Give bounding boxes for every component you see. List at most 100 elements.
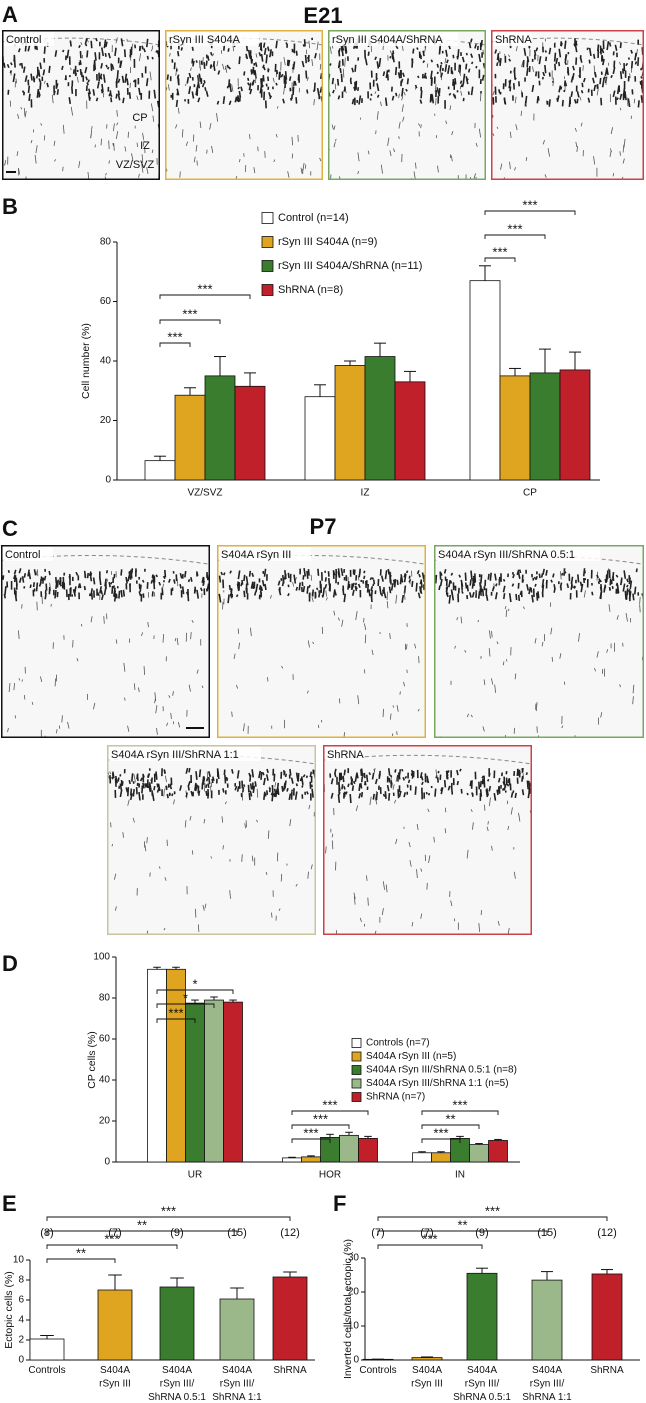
cell <box>367 897 369 906</box>
bracket-line <box>484 234 546 239</box>
cell <box>243 574 246 582</box>
cell <box>28 572 32 580</box>
cell <box>145 38 149 48</box>
cell <box>537 591 540 599</box>
image-label: ShRNA <box>495 34 532 46</box>
x-tick-label: S404A rSyn III/ShRNA 0.5:1 <box>148 1365 206 1403</box>
cell <box>216 60 219 67</box>
cell <box>481 588 485 597</box>
cell <box>186 76 190 84</box>
cell <box>179 785 183 791</box>
cell <box>513 69 516 79</box>
cell <box>452 93 456 98</box>
cell <box>243 590 246 598</box>
cell <box>255 583 259 593</box>
cell <box>78 583 82 589</box>
legend-swatch <box>351 1065 362 1075</box>
cell <box>116 110 118 117</box>
cell <box>113 123 115 132</box>
cell <box>134 933 136 935</box>
cell <box>514 673 517 680</box>
cell <box>210 856 212 859</box>
cell <box>7 727 9 733</box>
cell <box>86 50 89 58</box>
cell <box>380 575 384 582</box>
cell <box>143 666 145 675</box>
cell <box>578 632 580 642</box>
cell <box>466 792 469 796</box>
cell <box>71 86 74 94</box>
cell <box>119 789 123 798</box>
cell <box>313 82 316 92</box>
cell <box>35 145 38 154</box>
image-bg <box>491 30 644 180</box>
cell <box>593 156 595 165</box>
cell <box>450 155 453 162</box>
cell <box>640 95 644 103</box>
cell <box>389 777 392 784</box>
x-tick-label: IN <box>455 1170 465 1181</box>
y-tick-label: 0 <box>104 1157 110 1168</box>
cell <box>581 82 584 88</box>
cell <box>616 97 619 101</box>
cell <box>302 585 306 593</box>
cell <box>204 87 207 92</box>
cell <box>124 146 127 152</box>
cell <box>238 56 241 65</box>
cell <box>111 776 114 780</box>
x-tick-line: ShRNA 1:1 <box>522 1392 572 1403</box>
cell <box>500 163 503 170</box>
cell <box>141 164 144 173</box>
cell <box>520 110 523 116</box>
cell <box>190 67 192 71</box>
cell <box>53 90 56 96</box>
cell <box>593 84 597 92</box>
cell <box>370 589 373 599</box>
cell <box>308 40 311 49</box>
cell <box>427 792 431 796</box>
cell <box>165 785 168 789</box>
cell <box>508 593 512 603</box>
cell <box>559 653 562 659</box>
cell <box>54 159 57 162</box>
cell <box>363 570 366 574</box>
cell <box>141 632 144 637</box>
cell <box>416 47 419 50</box>
bar <box>304 396 336 481</box>
bar <box>469 280 501 481</box>
significance-label: *** <box>313 1111 328 1126</box>
legend-label: rSyn III S404A/ShRNA (n=11) <box>278 260 422 272</box>
bracket-line <box>484 210 576 215</box>
cell <box>392 784 395 790</box>
cell <box>277 787 280 796</box>
cell <box>516 569 520 576</box>
cell <box>434 788 437 797</box>
cell <box>332 570 336 576</box>
cell <box>495 583 498 587</box>
cell <box>179 583 182 589</box>
cell <box>366 875 368 881</box>
cell <box>290 97 293 101</box>
cell <box>357 170 360 175</box>
cell <box>461 590 464 594</box>
cell <box>531 594 534 603</box>
significance-bracket: *** <box>377 1203 608 1221</box>
cell <box>237 86 240 90</box>
cell <box>544 65 547 74</box>
cell <box>632 684 635 694</box>
cell <box>80 41 83 46</box>
cell <box>399 576 403 585</box>
cell <box>200 587 203 592</box>
cell <box>237 570 241 580</box>
significance-bracket: ** <box>46 1245 116 1263</box>
cell <box>306 570 309 579</box>
cell <box>245 53 249 60</box>
cell <box>27 85 31 94</box>
cell <box>12 73 16 83</box>
cell <box>570 91 574 98</box>
cell <box>188 86 192 95</box>
x-tick-label: Controls <box>28 1365 65 1376</box>
cell <box>468 592 472 598</box>
cell <box>430 70 433 80</box>
cell <box>114 778 117 787</box>
